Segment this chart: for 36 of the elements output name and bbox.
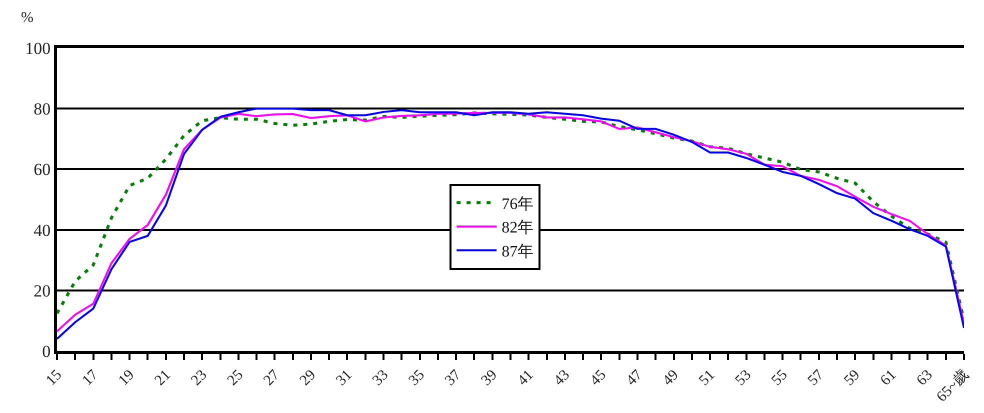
x-tick-label: 21 (152, 367, 174, 389)
x-tick-label: 59 (841, 367, 864, 389)
x-tick-label: 35 (406, 367, 428, 389)
y-tick-label: 20 (34, 281, 51, 300)
x-tick-label: 23 (188, 367, 210, 389)
x-tick-label: 31 (333, 367, 356, 389)
x-tick-label: 43 (551, 367, 574, 389)
x-tick-label: 41 (514, 367, 537, 389)
x-tick-label: 55 (768, 367, 791, 389)
y-tick-label: 100 (25, 38, 51, 58)
y-tick-label: 60 (34, 160, 51, 180)
x-tick-label: 27 (260, 366, 284, 389)
x-tick-label: 47 (624, 366, 646, 389)
x-tick-label: 37 (442, 366, 465, 389)
x-tick-label: 17 (79, 366, 102, 389)
x-tick-label: 33 (370, 367, 392, 389)
x-tick-label: 63 (914, 367, 936, 389)
x-tick-label: 53 (732, 367, 754, 389)
x-tick-label: 57 (805, 366, 828, 389)
x-tick-label: 61 (878, 367, 900, 389)
legend-label: 82年 (502, 220, 534, 237)
x-tick-label: 65~歲 (933, 366, 972, 406)
x-tick-label: 39 (478, 367, 500, 389)
x-tick-label: 49 (660, 367, 682, 389)
legend-label: 76年 (502, 196, 534, 213)
x-tick-label: 15 (43, 367, 66, 389)
x-tick-label: 19 (116, 367, 138, 389)
y-tick-label: 80 (34, 100, 51, 119)
x-tick-label: 51 (696, 367, 718, 389)
y-axis-title: % (21, 10, 34, 26)
x-tick-label: 25 (224, 367, 247, 389)
x-tick-label: 45 (587, 367, 610, 389)
y-tick-label: 40 (34, 220, 51, 240)
legend-label: 87年 (502, 244, 534, 261)
y-tick-label: 0 (42, 342, 51, 361)
x-tick-label: 29 (297, 367, 320, 389)
